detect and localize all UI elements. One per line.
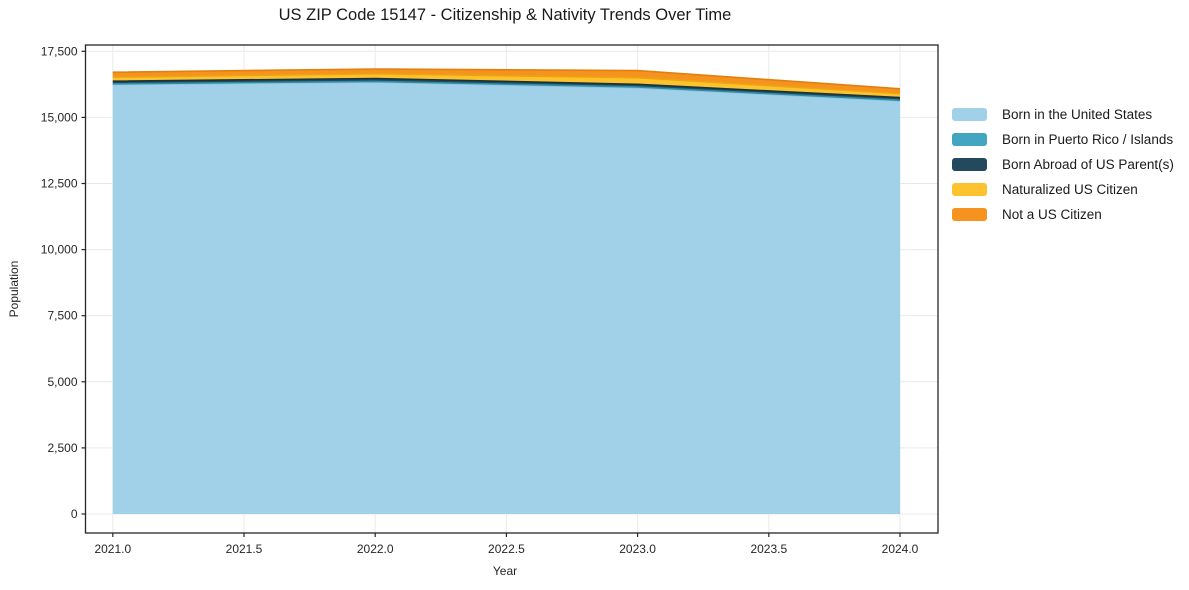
area-edge-born-abroad-of-us-parent-s [112, 77, 901, 99]
legend-swatch-puerto-rico [952, 133, 987, 146]
y-tick-label: 0 [71, 507, 78, 521]
legend-item: Not a US Citizen [952, 202, 1174, 227]
legend: Born in the United States Born in Puerto… [952, 102, 1174, 227]
legend-item: Born Abroad of US Parent(s) [952, 152, 1174, 177]
y-axis-label: Population [7, 260, 21, 318]
x-tick-label: 2022.5 [488, 542, 525, 556]
legend-swatch-not-citizen [952, 208, 987, 221]
x-tick-label: 2021.5 [226, 542, 263, 556]
x-tick-label: 2023.5 [750, 542, 787, 556]
area-edge-born-in-puerto-rico-islands [112, 80, 901, 101]
legend-label: Born Abroad of US Parent(s) [1002, 157, 1174, 172]
area-edge-naturalized-us-citizen [112, 72, 901, 95]
legend-label: Born in the United States [1002, 107, 1153, 122]
y-tick-label: 5,000 [47, 375, 77, 389]
y-tick-label: 17,500 [41, 44, 78, 58]
x-tick-label: 2023.0 [619, 542, 656, 556]
legend-swatch-born-abroad [952, 158, 987, 171]
y-tick-label: 7,500 [47, 309, 77, 323]
legend-item: Born in the United States [952, 102, 1174, 127]
x-tick-label: 2021.0 [94, 542, 131, 556]
legend-swatch-naturalized [952, 183, 987, 196]
axes-frame [84, 44, 939, 534]
y-tick-label: 2,500 [47, 441, 77, 455]
y-tick-label: 10,000 [41, 243, 78, 257]
x-tick-label: 2022.0 [357, 542, 394, 556]
legend-label: Naturalized US Citizen [1002, 182, 1138, 197]
x-axis-label: Year [492, 564, 518, 578]
chart-title: US ZIP Code 15147 - Citizenship & Nativi… [278, 6, 732, 24]
x-tick-label: 2024.0 [882, 542, 919, 556]
area-born-in-the-united-states [112, 82, 901, 514]
legend-swatch-born-us [952, 108, 987, 121]
legend-item: Born in Puerto Rico / Islands [952, 127, 1174, 152]
legend-label: Born in Puerto Rico / Islands [1002, 132, 1174, 147]
y-tick-label: 15,000 [41, 110, 78, 124]
area-edge-not-a-us-citizen [112, 68, 901, 90]
y-tick-label: 12,500 [41, 177, 78, 191]
legend-label: Not a US Citizen [1002, 207, 1102, 222]
legend-item: Naturalized US Citizen [952, 177, 1174, 202]
